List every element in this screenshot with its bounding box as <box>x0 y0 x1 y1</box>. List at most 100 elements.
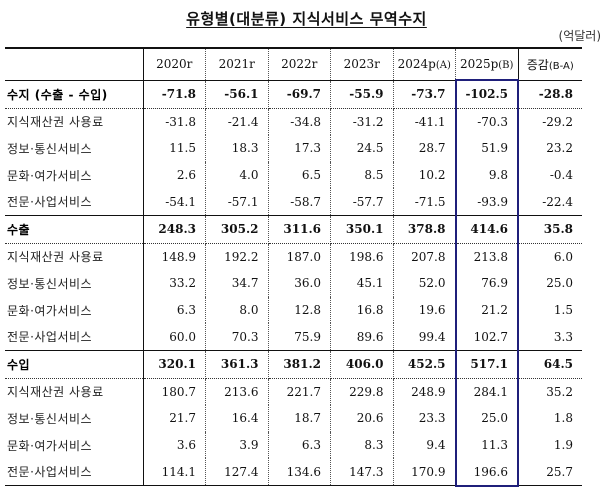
value-cell: -71.8 <box>143 80 206 109</box>
value-cell: -22.4 <box>518 188 582 216</box>
value-cell: 213.8 <box>454 243 519 271</box>
value-cell: 70.3 <box>205 323 269 351</box>
value-cell: 248.9 <box>393 378 456 406</box>
value-cell: -71.5 <box>393 188 456 216</box>
value-cell: 25.0 <box>546 276 573 291</box>
value-cell: 350.1 <box>330 215 394 244</box>
value-cell: -31.8 <box>143 108 206 136</box>
table-row: 전문·사업서비스 114.1 127.4 134.6 147.3 170.9 196.6 25… <box>5 458 582 487</box>
value-cell: 6.3 <box>268 431 331 459</box>
value-cell: 17.3 <box>268 135 331 162</box>
header-2024: 2024p(A) <box>393 47 456 81</box>
row-label: 정보·통신서비스 <box>5 405 144 432</box>
table-row: 정보·통신서비스 21.7 16.4 18.7 20.6 23.3 25.0 1.8 <box>5 405 582 432</box>
value-cell: 1.9 <box>553 438 573 453</box>
value-cell: 6.0 <box>553 249 573 264</box>
value-cell: 45.1 <box>330 270 394 297</box>
header-2024-sub: (A) <box>435 60 451 72</box>
value-cell: -57.7 <box>330 188 394 216</box>
value-cell: 148.9 <box>143 243 206 271</box>
header-change-sub: (B-A) <box>548 60 574 72</box>
value-cell: -69.7 <box>268 80 331 109</box>
value-cell: 198.6 <box>330 243 394 271</box>
value-cell: 6.3 <box>143 296 206 324</box>
row-label: 문화·여가서비스 <box>5 161 144 189</box>
row-label: 전문·사업서비스 <box>5 323 144 351</box>
value-cell: 28.7 <box>393 135 456 162</box>
value-cell: 64.5 <box>518 350 582 379</box>
value-cell: 414.6 <box>454 215 519 244</box>
row-label: 정보·통신서비스 <box>5 135 144 162</box>
row-label: 지식재산권 사용료 <box>5 108 144 136</box>
value-cell: 406.0 <box>330 350 394 379</box>
header-2023: 2023r <box>330 47 394 81</box>
header-2025-main: 2025p <box>460 57 499 71</box>
header-label-cell <box>5 47 144 81</box>
value-cell: -57.1 <box>205 188 269 216</box>
row-label: 지식재산권 사용료 <box>5 378 144 406</box>
value-cell: 75.9 <box>268 323 331 351</box>
table-row: 문화·여가서비스 6.3 8.0 12.8 16.8 19.6 21.2 1.5 <box>5 296 582 324</box>
value-cell: -29.2 <box>542 114 573 129</box>
value-cell: 127.4 <box>205 458 269 487</box>
value-cell: 320.1 <box>143 350 206 379</box>
value-cell: 381.2 <box>268 350 331 379</box>
value-cell: 187.0 <box>268 243 331 271</box>
value-cell: 24.5 <box>330 135 394 162</box>
table-row: 전문·사업서비스 -54.1 -57.1 -58.7 -57.7 -71.5 -93.9 -2… <box>5 188 582 216</box>
value-cell: 134.6 <box>268 458 331 487</box>
value-cell: 248.3 <box>143 215 206 244</box>
value-cell: -93.9 <box>454 188 519 216</box>
value-cell: 51.9 <box>454 135 519 162</box>
value-cell: 180.7 <box>143 378 206 406</box>
value-cell: -102.5 <box>454 78 519 109</box>
value-cell: 378.8 <box>393 215 456 244</box>
value-cell: 34.7 <box>205 270 269 297</box>
row-label: 정보·통신서비스 <box>5 270 144 297</box>
value-cell: 11.5 <box>143 135 206 162</box>
value-cell: 25.7 <box>518 458 582 487</box>
value-cell: 9.8 <box>454 161 519 189</box>
table-row: 문화·여가서비스 2.6 4.0 6.5 8.5 10.2 9.8 -0.4 <box>5 161 582 189</box>
header-change-main: 증감 <box>526 57 549 72</box>
header-row: 2020r 2021r 2022r 2023r 2024p(A) 2025p(B… <box>5 47 582 81</box>
row-label: 수출 <box>5 215 144 244</box>
value-cell: 76.9 <box>454 270 519 297</box>
value-cell: 147.3 <box>330 458 394 487</box>
value-cell: 102.7 <box>454 323 519 351</box>
value-cell: 8.5 <box>330 161 394 189</box>
value-cell: -54.1 <box>143 188 206 216</box>
value-cell: 8.3 <box>330 431 394 459</box>
value-cell: 311.6 <box>268 215 331 244</box>
value-cell: -70.3 <box>454 108 519 136</box>
trade-balance-table: 2020r 2021r 2022r 2023r 2024p(A) 2025p(B… <box>5 47 582 487</box>
table-row: 지식재산권 사용료 -31.8 -21.4 -34.8 -31.2 -41.1 -70.3 -… <box>5 108 582 136</box>
value-cell: 60.0 <box>143 323 206 351</box>
row-label: 수지 (수출 - 수입) <box>5 80 144 109</box>
row-label: 전문·사업서비스 <box>5 458 144 487</box>
value-cell: 207.8 <box>393 243 456 271</box>
summary-row: 수입 320.1 361.3 381.2 406.0 452.5 517.1 64.5 <box>5 350 582 379</box>
summary-row: 수지 (수출 - 수입) -71.8 -56.1 -69.7 -55.9 -73.7 -10… <box>5 78 582 109</box>
value-cell: 9.4 <box>393 431 456 459</box>
value-cell: 35.8 <box>518 215 582 244</box>
table-row: 전문·사업서비스 60.0 70.3 75.9 89.6 99.4 102.7 3.3 <box>5 323 582 351</box>
value-cell: 221.7 <box>268 378 331 406</box>
header-2021: 2021r <box>205 47 269 81</box>
value-cell: 3.3 <box>518 323 582 351</box>
page-title: 유형별(대분류) 지식서비스 무역수지 <box>186 10 427 28</box>
value-cell: 229.8 <box>330 378 394 406</box>
value-cell: 21.2 <box>454 296 519 324</box>
value-cell: 1.5 <box>553 303 573 318</box>
value-cell: -41.1 <box>393 108 456 136</box>
table-row: 문화·여가서비스 3.6 3.9 6.3 8.3 9.4 11.3 1.9 <box>5 431 582 459</box>
value-cell: -31.2 <box>330 108 394 136</box>
value-cell: 89.6 <box>330 323 394 351</box>
value-cell: 18.7 <box>268 405 331 432</box>
value-cell: 12.8 <box>268 296 331 324</box>
value-cell: 213.6 <box>205 378 269 406</box>
value-cell: 25.0 <box>454 405 519 432</box>
row-label: 전문·사업서비스 <box>5 188 144 216</box>
value-cell: 23.2 <box>546 141 573 156</box>
value-cell: 16.4 <box>205 405 269 432</box>
